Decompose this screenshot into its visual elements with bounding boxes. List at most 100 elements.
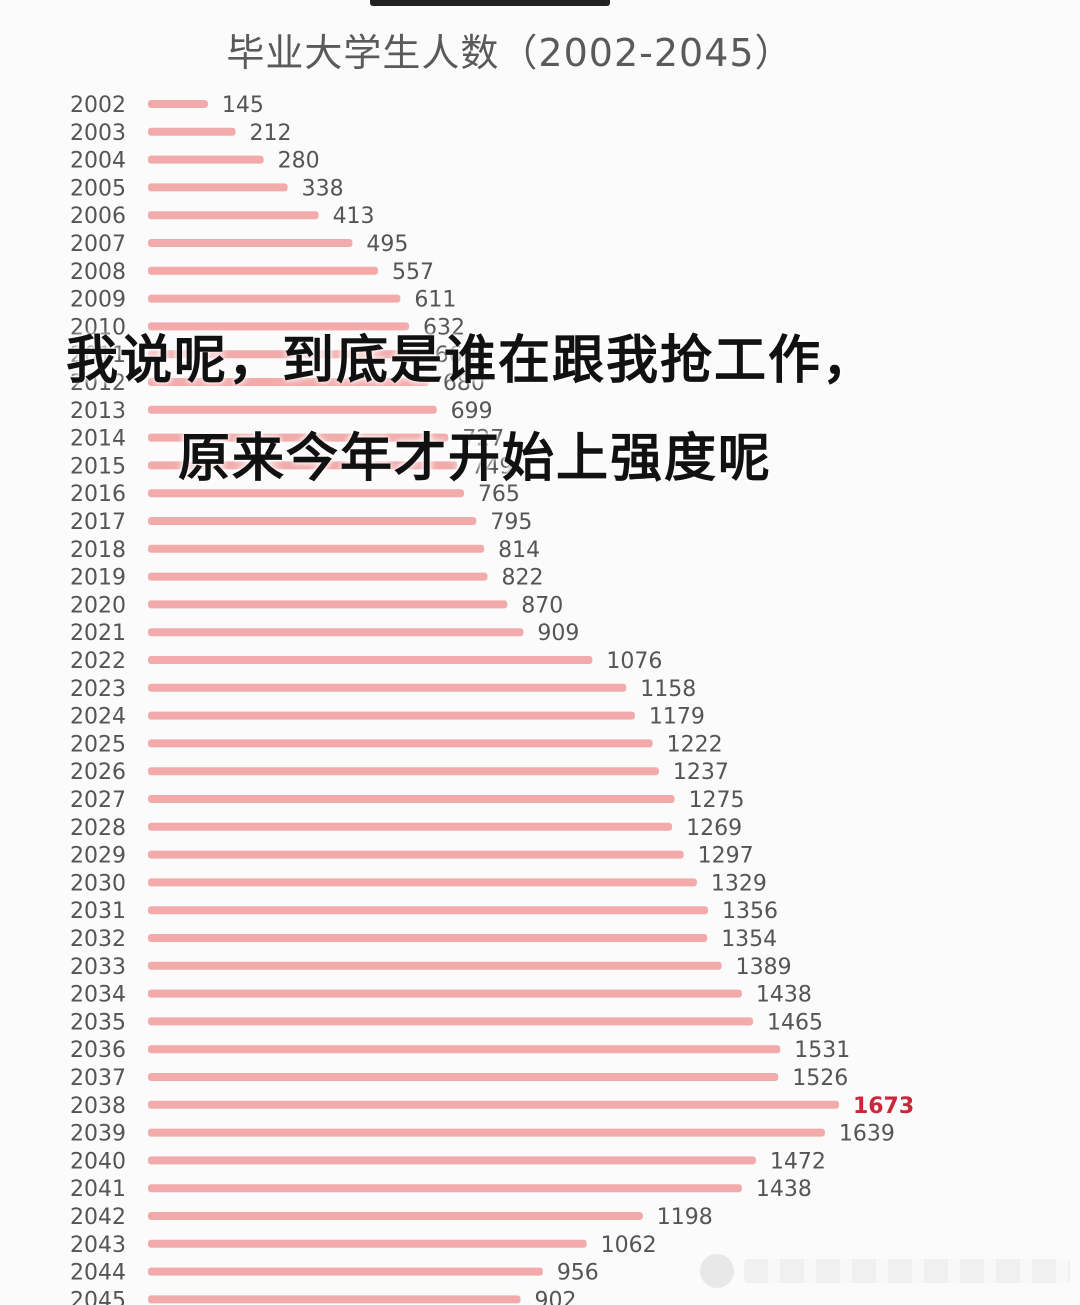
overlay-caption-line-2: 原来今年才开始上强度呢 — [178, 429, 773, 489]
year-label: 2043 — [70, 1233, 126, 1258]
bar-2023 — [148, 683, 627, 692]
value-label: 1356 — [722, 899, 778, 924]
year-label: 2027 — [70, 788, 126, 813]
bar-2018 — [148, 544, 485, 553]
value-label: 765 — [478, 482, 520, 507]
bar-2010 — [148, 322, 410, 331]
year-label: 2012 — [70, 371, 126, 396]
year-label: 2003 — [70, 121, 126, 146]
year-label: 2031 — [70, 899, 126, 924]
year-label: 2002 — [70, 93, 126, 118]
value-label: 1329 — [711, 871, 767, 896]
year-label: 2035 — [70, 1010, 126, 1035]
bar-2015 — [148, 461, 458, 470]
year-label: 2026 — [70, 760, 126, 785]
bar-2005 — [148, 183, 288, 192]
year-label: 2014 — [70, 427, 126, 452]
year-label: 2029 — [70, 844, 126, 869]
year-label: 2039 — [70, 1122, 126, 1147]
year-label: 2021 — [70, 621, 126, 646]
value-label: 1237 — [673, 760, 729, 785]
value-label: 680 — [443, 371, 485, 396]
year-label: 2019 — [70, 566, 126, 591]
year-label: 2033 — [70, 955, 126, 980]
bar-2045 — [148, 1295, 521, 1304]
year-label: 2044 — [70, 1261, 126, 1286]
year-label: 2006 — [70, 204, 126, 229]
year-label: 2013 — [70, 399, 126, 424]
year-label: 2008 — [70, 260, 126, 285]
value-label: 1389 — [736, 955, 792, 980]
value-label: 956 — [557, 1261, 599, 1286]
bar-2026 — [148, 767, 659, 776]
year-label: 2004 — [70, 149, 126, 174]
year-label: 2045 — [70, 1288, 126, 1305]
bar-2031 — [148, 906, 709, 915]
bar-2033 — [148, 961, 722, 970]
value-label: 1179 — [649, 705, 705, 730]
value-label: 1639 — [839, 1122, 895, 1147]
bar-2022 — [148, 656, 593, 664]
value-label: 1198 — [657, 1205, 713, 1230]
bar-2024 — [148, 711, 635, 720]
value-label: 611 — [414, 288, 456, 313]
value-label: 909 — [537, 621, 579, 646]
bar-2009 — [148, 294, 401, 303]
value-label: 280 — [278, 149, 320, 174]
year-label: 2037 — [70, 1066, 126, 1091]
year-label: 2018 — [70, 538, 126, 563]
bar-2004 — [148, 155, 264, 164]
value-label: 413 — [333, 204, 375, 229]
bar-2034 — [148, 989, 742, 998]
year-label: 2036 — [70, 1038, 126, 1063]
value-label: 1673 — [853, 1094, 914, 1119]
value-label: 814 — [498, 538, 540, 563]
year-label: 2010 — [70, 315, 126, 340]
value-label: 1465 — [767, 1010, 823, 1035]
bar-2020 — [148, 600, 508, 609]
bar-2017 — [148, 517, 477, 525]
year-label: 2024 — [70, 705, 126, 730]
bar-2032 — [148, 934, 708, 942]
bar-2014 — [148, 433, 449, 442]
year-label: 2042 — [70, 1205, 126, 1230]
year-label: 2016 — [70, 482, 126, 507]
value-label: 338 — [302, 176, 344, 201]
bar-2025 — [148, 739, 653, 748]
year-label: 2030 — [70, 871, 126, 896]
year-label: 2017 — [70, 510, 126, 535]
value-label: 212 — [250, 121, 292, 146]
year-label: 2015 — [70, 454, 126, 479]
bar-2035 — [148, 1017, 754, 1026]
bar-2002 — [148, 100, 208, 108]
value-label: 749 — [471, 454, 513, 479]
value-label: 1438 — [756, 983, 812, 1008]
bar-2019 — [148, 572, 488, 581]
value-label: 495 — [366, 232, 408, 257]
year-label: 2038 — [70, 1094, 126, 1119]
year-label: 2023 — [70, 677, 126, 702]
bar-2039 — [148, 1128, 825, 1137]
value-label: 1354 — [721, 927, 777, 952]
value-label: 660 — [435, 343, 477, 368]
value-label: 1269 — [686, 816, 742, 841]
value-label: 557 — [392, 260, 434, 285]
chart-title: 毕业大学生人数（2002-2045） — [226, 31, 794, 75]
watermark-avatar-icon — [700, 1254, 734, 1288]
bar-2037 — [148, 1073, 779, 1081]
watermark — [700, 1248, 1070, 1294]
bar-2012 — [148, 378, 429, 386]
bar-2044 — [148, 1267, 543, 1276]
bar-2003 — [148, 127, 236, 136]
value-label: 1062 — [601, 1233, 657, 1258]
value-label: 1438 — [756, 1177, 812, 1202]
value-label: 1526 — [792, 1066, 848, 1091]
bar-2027 — [148, 795, 675, 803]
year-label: 2022 — [70, 649, 126, 674]
bar-2043 — [148, 1239, 587, 1248]
year-label: 2028 — [70, 816, 126, 841]
bar-2028 — [148, 822, 673, 831]
value-label: 1275 — [689, 788, 745, 813]
